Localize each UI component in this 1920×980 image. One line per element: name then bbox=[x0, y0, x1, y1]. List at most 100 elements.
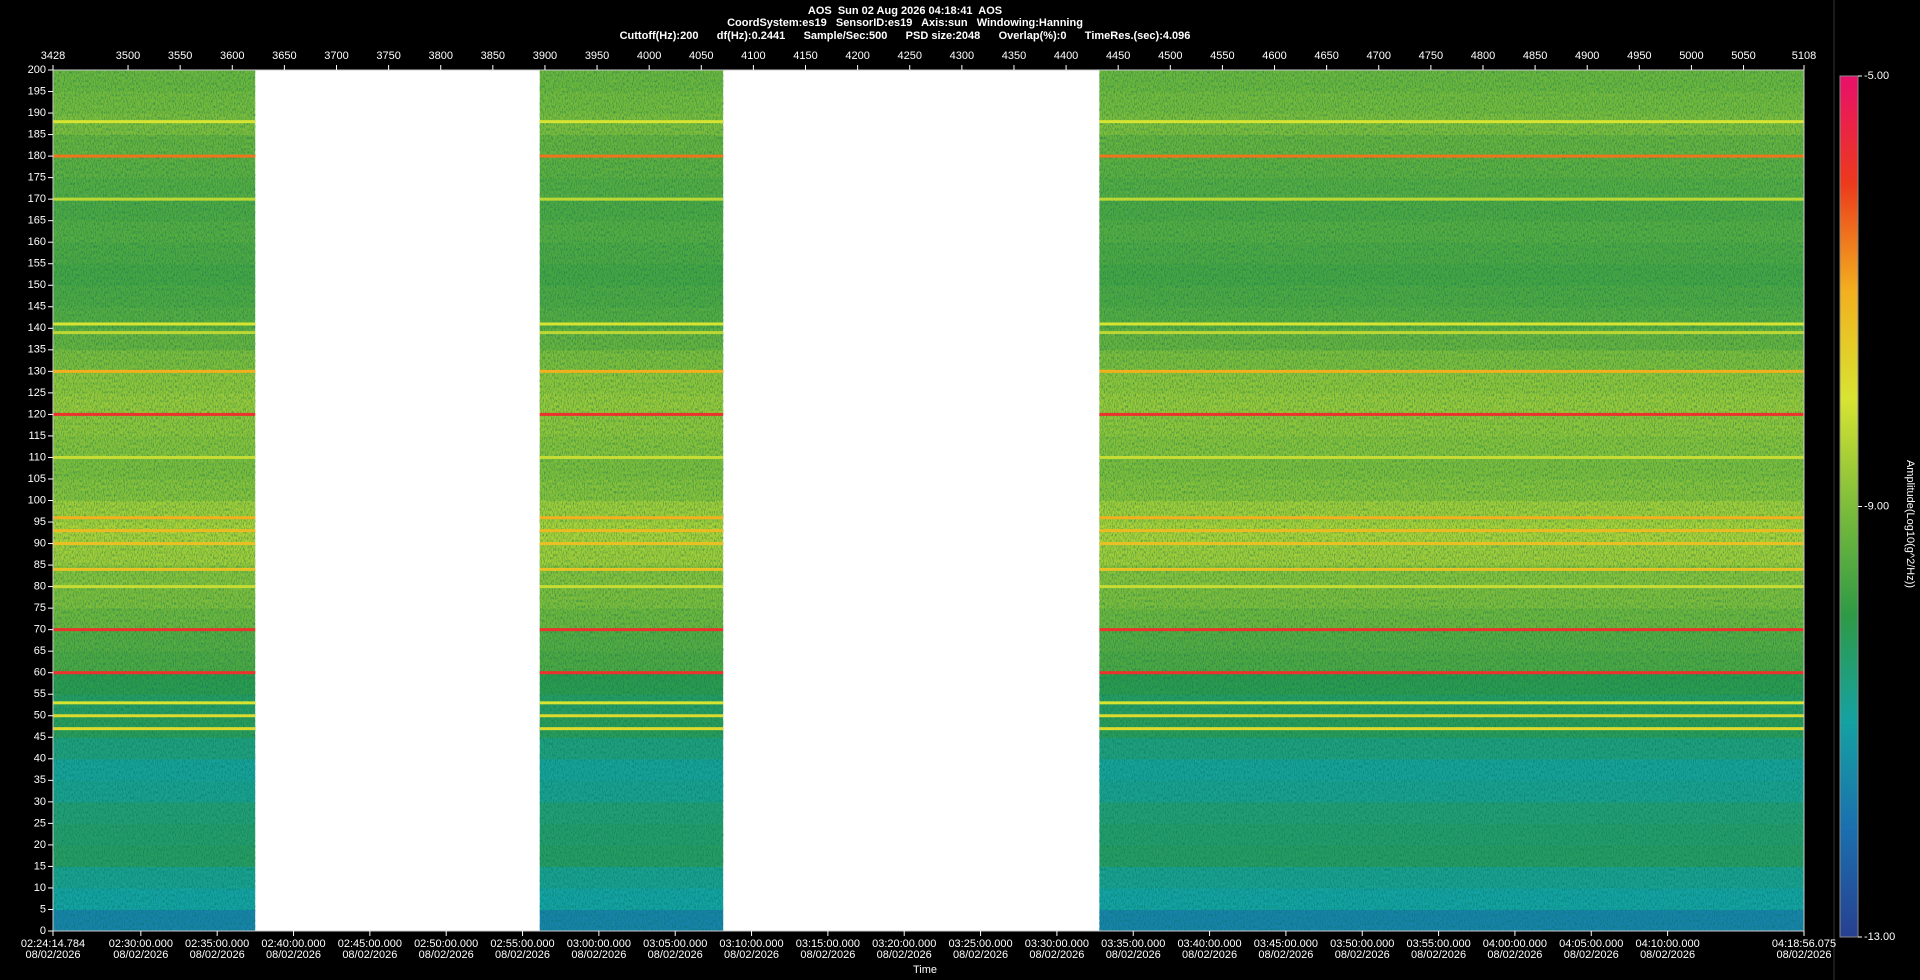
time-tick-label: 03:35:00.000 bbox=[1101, 938, 1165, 950]
time-tick-label: 02:40:00.000 bbox=[261, 938, 325, 950]
x-tick-label: 4600 bbox=[1262, 50, 1286, 62]
tonal-line bbox=[1099, 585, 1804, 589]
date-tick-label: 08/02/2026 bbox=[800, 949, 855, 961]
y-tick-label: 200 bbox=[28, 64, 46, 76]
tonal-line bbox=[53, 671, 256, 675]
time-tick-label: 02:30:00.000 bbox=[109, 938, 173, 950]
y-tick-label: 20 bbox=[34, 839, 46, 851]
tonal-line bbox=[53, 120, 256, 124]
x-tick-label: 4650 bbox=[1314, 50, 1338, 62]
y-tick-label: 70 bbox=[34, 624, 46, 636]
tonal-line bbox=[1099, 542, 1804, 546]
y-tick-label: 145 bbox=[28, 301, 46, 313]
x-tick-label: 4400 bbox=[1054, 50, 1078, 62]
date-tick-label: 08/02/2026 bbox=[266, 949, 321, 961]
date-tick-label: 08/02/2026 bbox=[648, 949, 703, 961]
data-segment bbox=[539, 70, 724, 932]
tonal-line bbox=[53, 701, 256, 705]
time-tick-label: 03:45:00.000 bbox=[1254, 938, 1318, 950]
x-tick-label: 3428 bbox=[41, 50, 65, 62]
tonal-line bbox=[539, 567, 724, 571]
date-tick-label: 08/02/2026 bbox=[113, 949, 168, 961]
y-tick-label: 50 bbox=[34, 710, 46, 722]
x-tick-label: 4700 bbox=[1367, 50, 1391, 62]
tonal-line bbox=[53, 628, 256, 632]
tonal-line bbox=[53, 542, 256, 546]
date-tick-label: 08/02/2026 bbox=[1258, 949, 1313, 961]
y-tick-label: 15 bbox=[34, 860, 46, 872]
date-tick-label: 08/02/2026 bbox=[190, 949, 245, 961]
tonal-line bbox=[539, 154, 724, 158]
y-tick-label: 100 bbox=[28, 494, 46, 506]
tonal-line bbox=[539, 412, 724, 416]
x-tick-label: 4450 bbox=[1106, 50, 1130, 62]
y-tick-label: 120 bbox=[28, 408, 46, 420]
colorbar-tick-label: -9.00 bbox=[1864, 500, 1889, 512]
x-tick-label: 3850 bbox=[481, 50, 505, 62]
time-tick-label: 03:55:00.000 bbox=[1406, 938, 1470, 950]
tonal-line bbox=[539, 542, 724, 546]
time-tick-label: 04:05:00.000 bbox=[1559, 938, 1623, 950]
y-tick-label: 95 bbox=[34, 516, 46, 528]
time-tick-label: 03:15:00.000 bbox=[796, 938, 860, 950]
x-tick-label: 5108 bbox=[1792, 50, 1816, 62]
date-tick-label: 08/02/2026 bbox=[1564, 949, 1619, 961]
tonal-line bbox=[53, 567, 256, 571]
tonal-line bbox=[53, 455, 256, 459]
x-tick-label: 4750 bbox=[1419, 50, 1443, 62]
tonal-line bbox=[539, 714, 724, 718]
x-tick-label: 4250 bbox=[897, 50, 921, 62]
tonal-line bbox=[1099, 331, 1804, 335]
y-tick-label: 85 bbox=[34, 559, 46, 571]
date-tick-label: 08/02/2026 bbox=[1640, 949, 1695, 961]
colorbar bbox=[1839, 75, 1859, 938]
y-tick-label: 0 bbox=[40, 925, 46, 937]
y-tick-label: 80 bbox=[34, 581, 46, 593]
tonal-line bbox=[1099, 516, 1804, 520]
y-tick-label: 170 bbox=[28, 193, 46, 205]
y-tick-label: 45 bbox=[34, 731, 46, 743]
tonal-line bbox=[53, 727, 256, 731]
time-tick-label: 02:24:14.784 bbox=[21, 938, 85, 950]
date-tick-label: 08/02/2026 bbox=[1182, 949, 1237, 961]
noise-texture bbox=[539, 70, 724, 931]
tonal-line bbox=[1099, 197, 1804, 201]
date-tick-label: 08/02/2026 bbox=[1335, 949, 1390, 961]
tonal-line bbox=[539, 455, 724, 459]
tonal-line bbox=[1099, 529, 1804, 533]
tonal-line bbox=[1099, 455, 1804, 459]
y-tick-label: 25 bbox=[34, 817, 46, 829]
x-tick-label: 3750 bbox=[376, 50, 400, 62]
date-tick-label: 08/02/2026 bbox=[877, 949, 932, 961]
time-tick-label: 02:35:00.000 bbox=[185, 938, 249, 950]
x-tick-label: 4050 bbox=[689, 50, 713, 62]
tonal-line bbox=[53, 331, 256, 335]
y-tick-label: 65 bbox=[34, 645, 46, 657]
x-tick-label: 3650 bbox=[272, 50, 296, 62]
tonal-line bbox=[1099, 701, 1804, 705]
title-line: Cuttoff(Hz):200 df(Hz):0.2441 Sample/Sec… bbox=[620, 30, 1191, 42]
y-tick-label: 75 bbox=[34, 602, 46, 614]
x-tick-label: 4000 bbox=[637, 50, 661, 62]
x-tick-label: 3550 bbox=[168, 50, 192, 62]
time-tick-label: 02:50:00.000 bbox=[414, 938, 478, 950]
x-tick-label: 4200 bbox=[845, 50, 869, 62]
tonal-line bbox=[539, 529, 724, 533]
x-tick-label: 4300 bbox=[950, 50, 974, 62]
y-tick-label: 140 bbox=[28, 322, 46, 334]
tonal-line bbox=[53, 714, 256, 718]
tonal-line bbox=[539, 585, 724, 589]
data-segment bbox=[1099, 70, 1804, 932]
x-tick-label: 5000 bbox=[1679, 50, 1703, 62]
x-tick-label: 4800 bbox=[1471, 50, 1495, 62]
title-line: AOS Sun 02 Aug 2026 04:18:41 AOS bbox=[808, 5, 1002, 17]
tonal-line bbox=[53, 585, 256, 589]
x-tick-label: 4100 bbox=[741, 50, 765, 62]
time-tick-label: 03:40:00.000 bbox=[1177, 938, 1241, 950]
y-tick-label: 115 bbox=[28, 430, 46, 442]
x-tick-label: 3900 bbox=[533, 50, 557, 62]
y-tick-label: 10 bbox=[34, 882, 46, 894]
y-tick-label: 105 bbox=[28, 473, 46, 485]
y-tick-label: 190 bbox=[28, 107, 46, 119]
